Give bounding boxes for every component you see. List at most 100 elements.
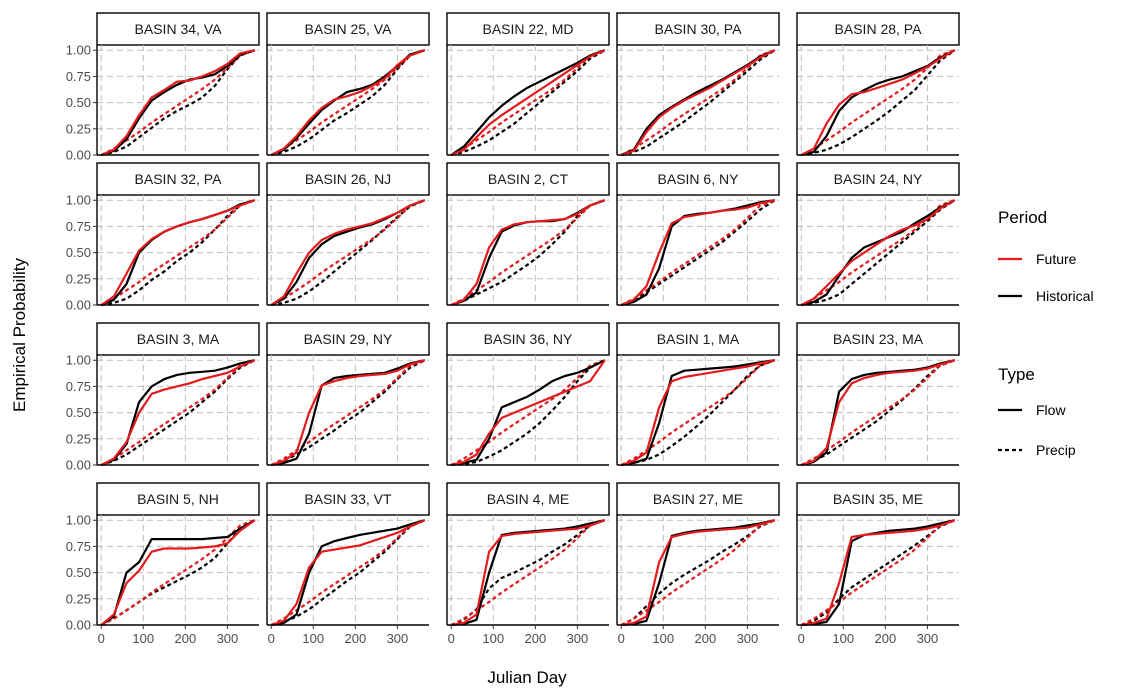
series-future-precip [100,359,256,466]
x-tick-label: 200 [875,631,897,646]
x-tick-label: 0 [448,631,455,646]
series-historical-flow [100,49,256,157]
series-historical-precip [801,49,956,157]
facet-panel: BASIN 26, NJ [266,162,430,307]
facet-panel: BASIN 29, NY [266,322,430,467]
series-future-precip [450,359,606,466]
series-future-precip [270,199,426,306]
x-tick-label: 100 [652,631,674,646]
series-future-precip [620,519,776,626]
x-tick-label: 300 [567,631,589,646]
facet-panel: BASIN 3, MA [96,322,260,467]
facet-strip [266,482,430,516]
facet-panel: BASIN 35, ME [796,482,960,627]
facet-strip-label: BASIN 36, NY [484,331,573,347]
y-tick-label: 0.50 [66,405,91,420]
y-tick-label: 0.25 [66,121,91,136]
series-historical-precip [100,359,256,467]
y-tick-label: 0.75 [66,219,91,234]
legend-label-historical: Historical [1036,288,1094,304]
series-future-flow [800,359,956,467]
facet-strip [616,482,780,516]
facet-strip-label: BASIN 24, NY [834,171,923,187]
series-historical-flow [271,519,426,627]
series-future-precip [800,199,956,306]
y-tick-label: 0.00 [66,148,91,163]
y-tick-label: 0.75 [66,539,91,554]
series-future-precip [270,49,426,156]
legend-title-type: Type [998,365,1035,384]
series-future-flow [270,49,426,156]
y-tick-label: 1.00 [66,43,91,58]
y-tick-label: 0.75 [66,379,91,394]
series-historical-flow [100,519,256,626]
series-future-flow [270,519,426,627]
facet-strip-label: BASIN 33, VT [304,491,392,507]
y-tick-label: 0.50 [66,245,91,260]
series-historical-precip [270,519,426,627]
series-future-flow [620,49,776,157]
series-historical-flow [450,49,606,156]
facet-strip-label: BASIN 2, CT [488,171,569,187]
series-future-precip [800,49,956,156]
x-tick-label: 100 [302,631,324,646]
series-future-flow [100,49,256,157]
facet-strip [266,322,430,356]
y-tick-label: 0.25 [66,591,91,606]
facet-strip-label: BASIN 23, MA [833,331,924,347]
series-historical-precip [800,519,956,627]
x-tick-label: 0 [268,631,275,646]
series-future-precip [270,519,426,626]
facet-panel: BASIN 34, VA [96,12,260,157]
y-tick-label: 0.50 [66,565,91,580]
series-future-flow [100,519,256,626]
y-tick-label: 0.00 [66,618,91,633]
facet-strip [796,482,960,516]
series-future-precip [450,49,606,156]
facet-strip-label: BASIN 26, NJ [305,171,391,187]
facet-panel: BASIN 32, PA [96,162,260,307]
facet-panel: BASIN 24, NY [796,162,960,307]
facet-strip [96,12,260,46]
facet-panel: BASIN 5, NH [96,482,260,626]
x-tick-label: 0 [98,631,105,646]
series-future-flow [270,199,426,306]
facet-strip-label: BASIN 32, PA [135,171,223,187]
facet-strip [96,322,260,356]
y-tick-label: 0.50 [66,95,91,110]
axes-layer: 0.00 0.25 0.50 0.75 1.00 0.00 0.25 0.50 0.75 1.00… [66,43,959,646]
series-future-flow [620,199,776,307]
x-tick-label: 200 [525,631,547,646]
series-future-flow [801,519,956,627]
facet-strip [446,162,610,196]
facet-panel: BASIN 22, MD [446,12,610,157]
x-tick-label: 100 [132,631,154,646]
series-future-flow [800,49,956,156]
facet-panel: BASIN 28, PA [796,12,960,157]
facet-strip-label: BASIN 30, PA [655,21,743,37]
panels-layer: BASIN 34, VA BASIN 25, VA BASIN 22, MD BASI… [96,12,960,627]
series-historical-precip [620,49,776,157]
series-historical-precip [450,49,606,157]
y-tick-label: 0.25 [66,271,91,286]
y-tick-label: 0.00 [66,298,91,313]
series-historical-flow [621,359,775,467]
x-tick-label: 100 [482,631,504,646]
legend-title-period: Period [998,208,1047,227]
x-tick-label: 300 [217,631,239,646]
y-tick-label: 1.00 [66,513,91,528]
facet-panel: BASIN 6, NY [616,162,780,307]
y-tick-label: 0.25 [66,431,91,446]
x-tick-label: 0 [798,631,805,646]
y-axis-title: Empirical Probability [10,258,29,412]
facet-strip [446,12,610,46]
facet-panel: BASIN 33, VT [266,482,430,627]
series-future-flow [450,359,606,467]
x-tick-label: 0 [618,631,625,646]
facet-panel: BASIN 23, MA [796,322,960,467]
facet-strip [446,322,610,356]
y-tick-label: 1.00 [66,353,91,368]
series-future-precip [620,49,776,156]
facet-strip [96,482,260,516]
